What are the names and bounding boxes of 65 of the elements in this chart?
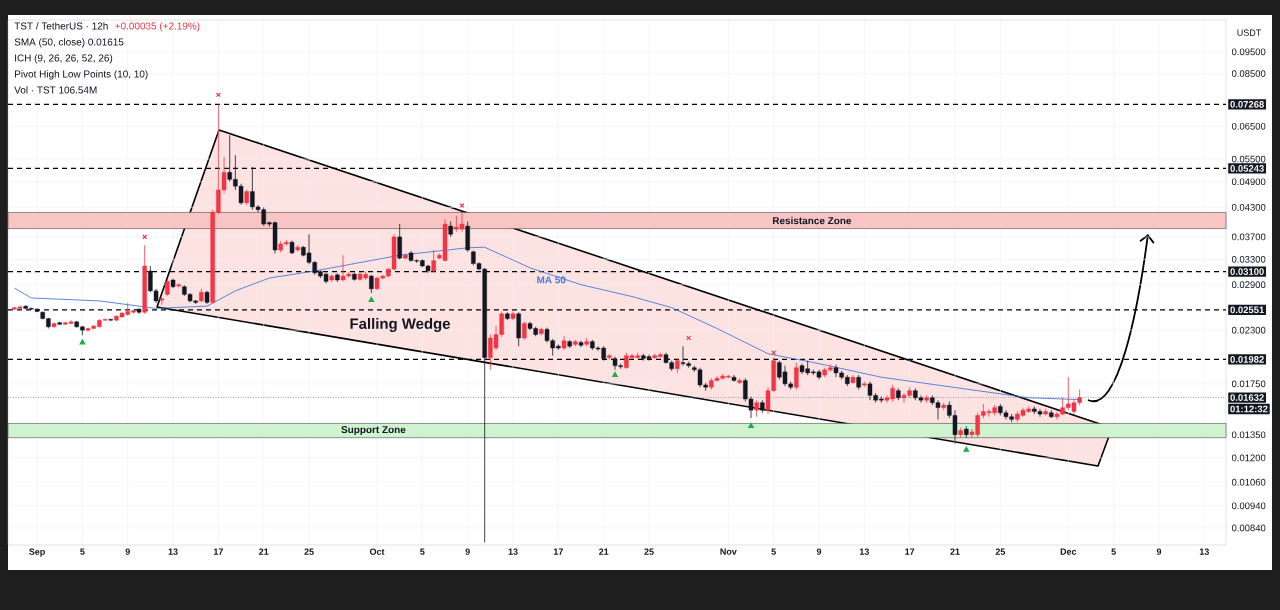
candlestick	[731, 374, 737, 382]
x-tick-label: 25	[644, 548, 654, 555]
y-tick-label: 0.02900	[1231, 281, 1266, 289]
ref-line-label: 0.01982	[1230, 356, 1264, 363]
chart-title: TST / TetherUS · 12h	[14, 22, 108, 30]
candlestick	[397, 223, 402, 260]
y-tick-label: 0.03300	[1231, 255, 1266, 263]
x-tick-label: 17	[905, 548, 915, 555]
annotation: SMA (50, close) 0.01615	[14, 38, 124, 48]
y-tick-label: 0.02300	[1231, 326, 1266, 334]
x-tick-label: 21	[599, 548, 609, 555]
y-tick-label: 0.00940	[1231, 502, 1266, 510]
ref-line-label: 0.01632	[1230, 394, 1264, 401]
candlestick	[136, 307, 142, 315]
x-tick-label: 9	[465, 548, 470, 555]
y-tick-label: 0.04900	[1231, 178, 1266, 186]
y-tick-label: 0.08500	[1231, 70, 1266, 77]
y-tick-label: 0.05500	[1231, 155, 1266, 163]
y-axis-title: USDT	[1237, 29, 1262, 36]
annotation: Falling Wedge	[350, 317, 451, 332]
x-tick-label: Oct	[369, 548, 385, 555]
band-label: Resistance Zone	[772, 216, 852, 225]
ref-line-label: 0.07268	[1230, 101, 1264, 108]
x-tick-label: Nov	[720, 548, 737, 555]
x-tick-label: 13	[168, 548, 178, 555]
annotation: ICH (9, 26, 26, 52, 26)	[15, 54, 113, 64]
annotation: Vol · TST 106.54M	[14, 86, 97, 94]
x-tick-label: 9	[816, 548, 822, 555]
ref-line-label: 0.02551	[1230, 306, 1264, 314]
band-label: Support Zone	[341, 426, 406, 436]
candlestick	[465, 221, 470, 253]
x-tick-label: 21	[259, 548, 269, 555]
x-tick-label: 13	[508, 548, 518, 555]
x-tick-label: 5	[420, 548, 425, 555]
x-tick-label: 17	[213, 548, 223, 555]
x-tick-label: Dec	[1060, 548, 1077, 555]
ref-line-label: 0.05243	[1230, 165, 1264, 172]
y-tick-label: 0.09500	[1231, 48, 1266, 56]
ref-line-label: 0.03100	[1230, 268, 1264, 275]
x-tick-label: 9	[1156, 548, 1162, 555]
x-tick-label: 25	[304, 548, 314, 555]
x-tick-label: 21	[950, 548, 960, 555]
candlestick	[561, 335, 567, 351]
candlestick	[794, 362, 799, 390]
x-tick-label: 17	[553, 548, 563, 555]
x-tick-label: 5	[771, 548, 776, 555]
y-tick-label: 0.06500	[1231, 122, 1266, 130]
series-label: MA 50	[537, 276, 566, 284]
y-tick-label: 0.00840	[1231, 524, 1266, 532]
y-tick-label: 0.01200	[1231, 454, 1266, 462]
x-tick-label: 5	[80, 548, 85, 555]
x-tick-label: 13	[1199, 548, 1209, 555]
x-tick-label: 5	[1111, 548, 1116, 555]
y-tick-label: 0.04300	[1231, 204, 1266, 211]
x-tick-label: 13	[859, 548, 869, 555]
x-tick-label: Sep	[29, 548, 45, 557]
y-tick-label: 0.03700	[1231, 233, 1266, 241]
y-tick-label: 0.01060	[1231, 478, 1266, 486]
annotation: Pivot High Low Points (10, 10)	[15, 70, 148, 80]
x-tick-label: 25	[995, 548, 1006, 555]
y-tick-label: 0.01350	[1231, 431, 1266, 439]
text: 01:12:32	[1230, 405, 1268, 413]
x-tick-label: 9	[125, 548, 130, 555]
y-tick-label: 0.01750	[1231, 380, 1266, 388]
chart-subtitle: +0.00035 (+2.19%)	[115, 22, 200, 32]
